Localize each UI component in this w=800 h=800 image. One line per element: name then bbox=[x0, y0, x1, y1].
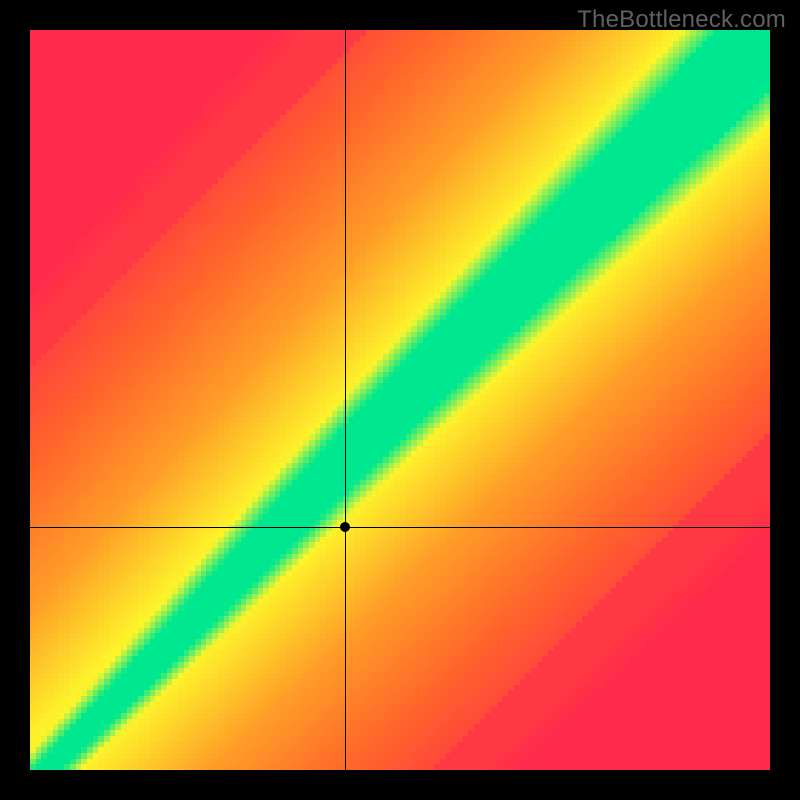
watermark-text: TheBottleneck.com bbox=[577, 6, 786, 34]
heatmap-canvas bbox=[30, 30, 770, 770]
plot-area bbox=[30, 30, 770, 770]
crosshair-marker bbox=[340, 522, 350, 532]
crosshair-horizontal bbox=[30, 527, 770, 528]
crosshair-vertical bbox=[345, 30, 346, 770]
chart-container: TheBottleneck.com bbox=[0, 0, 800, 800]
